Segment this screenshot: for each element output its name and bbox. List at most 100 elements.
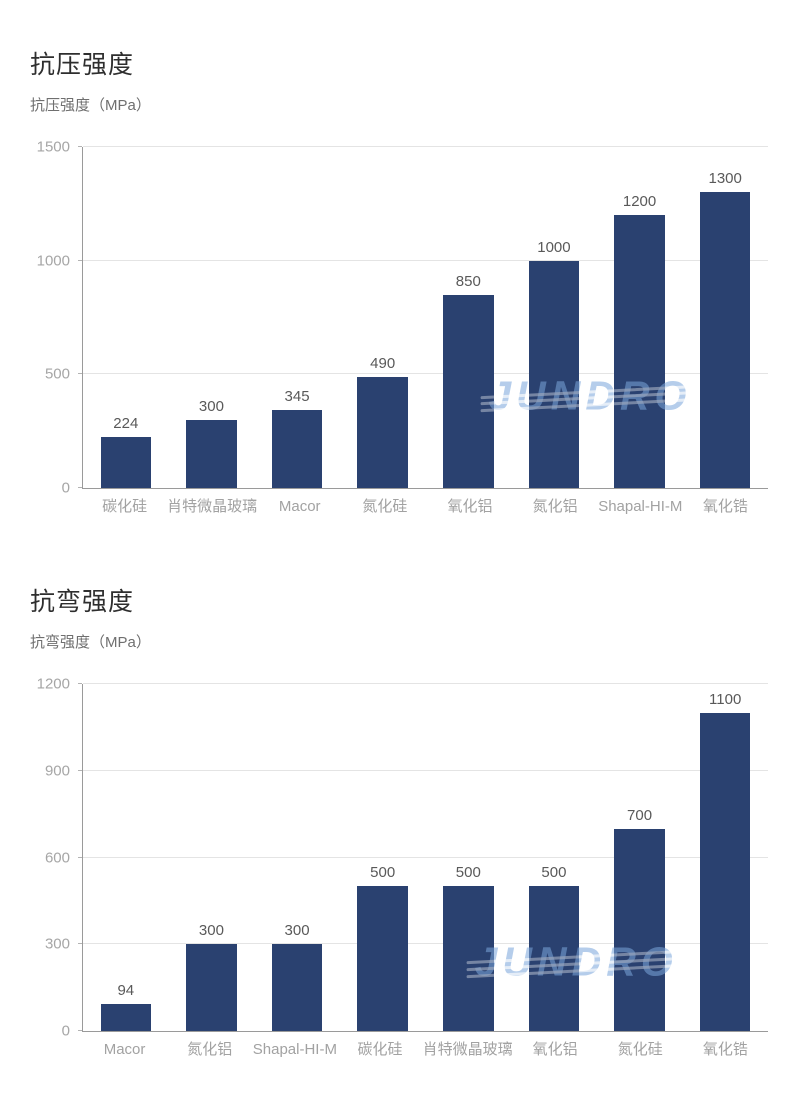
chart-subtitle: 抗压强度（MPa） <box>30 97 151 114</box>
bar-value-label: 1200 <box>622 193 657 211</box>
gridline <box>83 683 768 684</box>
y-tick-mark <box>78 373 82 375</box>
bar-value-label: 300 <box>198 922 224 940</box>
bar <box>528 260 580 488</box>
category-label: Shapal-HI-M <box>598 498 683 515</box>
y-tick-mark <box>78 943 82 945</box>
bar-value-label: 300 <box>284 922 310 940</box>
category-label: Shapal-HI-M <box>252 1041 337 1058</box>
bar-column: 345 <box>254 147 340 488</box>
y-tick-label: 500 <box>44 365 70 383</box>
bar <box>699 192 751 488</box>
y-tick-label: 1500 <box>36 138 70 156</box>
bar <box>614 215 665 488</box>
y-tick-label: 0 <box>61 1022 70 1040</box>
compressive-strength-section: 抗压强度 抗压强度（MPa） 0 500 1000 1500 JUNDRO 224 30… <box>0 0 800 517</box>
y-tick-label: 1000 <box>36 252 70 270</box>
bar <box>357 376 408 488</box>
y-tick-mark <box>78 856 82 858</box>
bar-value-label: 500 <box>455 864 481 882</box>
category-label: Macor <box>103 1041 146 1058</box>
category-label: 碳化硅 <box>102 498 148 515</box>
gridline <box>83 259 768 261</box>
flexural-strength-section: 抗弯强度 抗弯强度（MPa） 0 300 600 900 1200 JUNDRO 94 3… <box>0 517 800 1060</box>
category-label: 氮化铝 <box>532 498 578 515</box>
category-label: 肖特微晶玻璃 <box>167 498 258 515</box>
y-tick-mark <box>78 259 82 261</box>
chart-subtitle: 抗弯强度（MPa） <box>30 634 151 651</box>
chart-title: 抗压强度 <box>30 51 135 79</box>
gridline <box>83 373 768 375</box>
bar-column: 1100 <box>682 684 768 1031</box>
gridline <box>83 943 768 945</box>
y-tick-mark <box>78 487 82 488</box>
plot-wrap: JUNDRO 94 300 300 500 500 500 700 1100 Macor 氮化铝… <box>82 683 768 1060</box>
plot-area: JUNDRO 94 300 300 500 500 500 700 1100 <box>82 683 768 1032</box>
category-label: 肖特微晶玻璃 <box>422 1041 513 1058</box>
bar-value-label: 850 <box>455 272 481 290</box>
bar <box>100 1003 152 1031</box>
bar <box>186 419 237 488</box>
y-tick-label: 300 <box>44 935 70 953</box>
bar <box>271 409 323 488</box>
bar-column: 500 <box>426 684 512 1031</box>
y-tick-label: 600 <box>44 849 70 866</box>
category-label: Macor <box>278 498 321 515</box>
bar-column: 1300 <box>682 147 768 488</box>
bar-value-label: 1300 <box>708 170 742 188</box>
bar <box>271 944 323 1031</box>
bar-column: 300 <box>254 684 340 1031</box>
bar <box>357 886 408 1031</box>
bar-column: 700 <box>597 684 683 1031</box>
bar-column: 490 <box>340 147 426 488</box>
y-tick-label: 1200 <box>36 675 70 693</box>
category-label: 氮化铝 <box>187 1041 233 1058</box>
bar-value-label: 1000 <box>537 238 571 256</box>
y-tick-mark <box>78 146 82 147</box>
bars: 224 300 345 490 850 1000 1200 1300 <box>83 147 768 488</box>
bar-value-label: 300 <box>198 397 224 415</box>
chart: 0 500 1000 1500 JUNDRO 224 300 345 490 850 1000 1… <box>30 140 768 517</box>
y-axis: 0 300 600 900 1200 <box>30 677 82 1039</box>
bar-value-label: 700 <box>627 806 653 824</box>
category-label: 氧化铝 <box>447 498 493 515</box>
bar <box>699 712 751 1031</box>
bar <box>443 294 494 488</box>
gridline <box>83 856 768 858</box>
bar-column: 300 <box>169 684 255 1031</box>
bar-value-label: 345 <box>284 387 310 405</box>
bar-value-label: 490 <box>370 354 396 372</box>
bar-value-label: 224 <box>113 415 139 433</box>
gridline <box>83 769 768 771</box>
category-label: 氧化锆 <box>702 1041 748 1058</box>
x-axis-labels: Macor 氮化铝 Shapal-HI-M 碳化硅 肖特微晶玻璃 氧化铝 氮化硅 氧化锆 <box>82 1040 768 1060</box>
category-label: 氧化铝 <box>532 1041 578 1058</box>
bar <box>100 437 152 488</box>
chart: 0 300 600 900 1200 JUNDRO 94 300 300 500 500 500 7… <box>30 677 768 1060</box>
bar-value-label: 500 <box>370 864 396 882</box>
y-tick-label: 900 <box>44 762 70 780</box>
bars: 94 300 300 500 500 500 700 1100 <box>83 684 768 1031</box>
bar-column: 224 <box>83 147 169 488</box>
bar <box>443 886 494 1031</box>
y-axis: 0 500 1000 1500 <box>30 140 82 496</box>
bar-column: 850 <box>426 147 512 488</box>
bar-column: 500 <box>340 684 426 1031</box>
category-label: 碳化硅 <box>357 1041 403 1058</box>
bar-value-label: 1100 <box>709 690 742 708</box>
plot-wrap: JUNDRO 224 300 345 490 850 1000 1200 1300 碳化硅 肖特… <box>82 146 768 517</box>
bar <box>614 828 665 1031</box>
chart-title: 抗弯强度 <box>30 588 135 616</box>
bar-column: 500 <box>511 684 597 1031</box>
bar-column: 94 <box>83 684 169 1031</box>
category-label: 氧化锆 <box>702 498 748 515</box>
bar-column: 1000 <box>511 147 597 488</box>
bar <box>528 886 580 1031</box>
plot-area: JUNDRO 224 300 345 490 850 1000 1200 1300 <box>82 146 768 489</box>
category-label: 氮化硅 <box>362 498 408 515</box>
bar <box>186 944 237 1031</box>
y-tick-mark <box>78 1030 82 1031</box>
category-label: 氮化硅 <box>617 1041 663 1058</box>
y-tick-mark <box>78 769 82 771</box>
